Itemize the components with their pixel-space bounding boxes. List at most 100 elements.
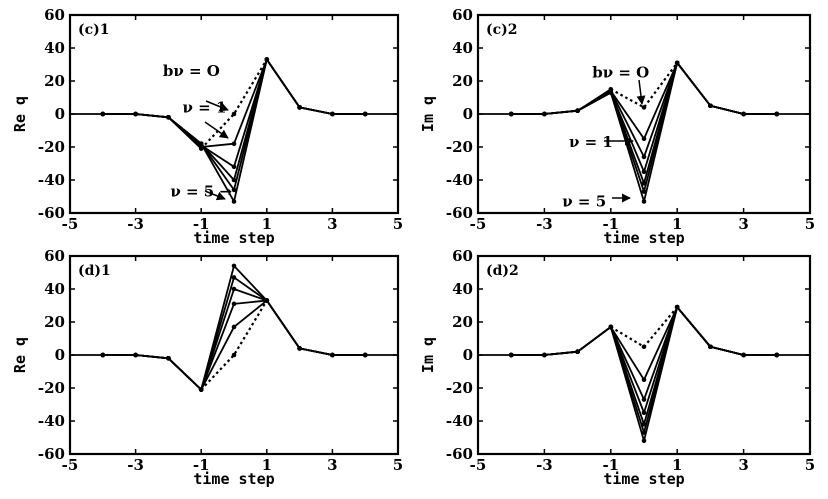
x-tick-label: 5 xyxy=(805,456,815,474)
y-tick-label: 0 xyxy=(463,346,473,364)
series-line xyxy=(102,299,366,391)
panel-title: (c)1 xyxy=(78,22,110,38)
annotation: bν = O xyxy=(163,62,220,80)
y-tick-label: 20 xyxy=(44,72,65,90)
annotation-arrow xyxy=(205,100,229,112)
y-tick-label: -20 xyxy=(38,379,65,397)
x-axis-label: time step xyxy=(193,470,274,488)
y-tick-label: 60 xyxy=(452,6,473,24)
annotation-arrow xyxy=(636,79,646,105)
series-line xyxy=(266,59,366,115)
data-point xyxy=(608,324,614,330)
x-tick-label: -3 xyxy=(536,456,553,474)
y-tick-label: 0 xyxy=(55,105,65,123)
x-tick-label: 5 xyxy=(393,456,403,474)
series-line-dotted xyxy=(200,299,268,391)
data-point xyxy=(231,199,237,204)
series-line-dotted xyxy=(610,62,679,109)
x-tick-label: -5 xyxy=(470,456,487,474)
x-tick-label: -5 xyxy=(62,456,79,474)
x-tick-label: -5 xyxy=(62,215,79,233)
panel-2: -5 -3 -1 1 3 5 -60 -40 -20 0 20 40 60 time step Im q (c… xyxy=(419,6,815,247)
y-tick-label: 40 xyxy=(44,280,65,298)
y-tick-label: -40 xyxy=(446,171,473,189)
data-point xyxy=(641,105,647,110)
data-point xyxy=(741,111,746,117)
data-point xyxy=(231,263,237,269)
y-axis-label: Re q xyxy=(11,96,29,132)
y-tick-label: 40 xyxy=(452,39,473,57)
x-axis-label: time step xyxy=(193,229,274,247)
x-tick-label: 1 xyxy=(672,456,682,474)
panel-1: -5 -3 -1 1 3 5 -60 -40 -20 0 20 40 60 time step Re q (c… xyxy=(11,6,403,247)
data-point xyxy=(133,352,138,358)
y-tick-label: 60 xyxy=(44,6,65,24)
data-point xyxy=(575,349,580,355)
data-point xyxy=(231,141,237,146)
series-5 xyxy=(100,57,368,193)
data-point xyxy=(641,344,647,350)
series-2 xyxy=(100,57,368,150)
x-tick-label: 1 xyxy=(672,215,682,233)
data-point xyxy=(231,275,237,280)
data-point xyxy=(231,301,237,307)
x-tick-label: 1 xyxy=(262,215,272,233)
x-tick-label: -3 xyxy=(127,456,144,474)
series-4 xyxy=(100,57,368,183)
y-tick-label: 20 xyxy=(452,72,473,90)
series-5 xyxy=(100,275,368,392)
y-axis-label: Im q xyxy=(419,337,437,373)
y-tick-label: 60 xyxy=(44,247,65,265)
y-tick-label: -60 xyxy=(38,204,65,222)
y-tick-label: -20 xyxy=(446,138,473,156)
y-tick-label: 40 xyxy=(44,39,65,57)
x-tick-label: 3 xyxy=(327,215,337,233)
y-tick-label: 20 xyxy=(44,313,65,331)
data-point xyxy=(542,111,547,117)
series-line xyxy=(511,306,777,426)
data-point xyxy=(674,304,680,310)
x-tick-label: -5 xyxy=(470,215,487,233)
data-point xyxy=(641,136,647,142)
data-point xyxy=(133,111,138,117)
data-point xyxy=(198,387,204,392)
series-line-dotted xyxy=(200,58,268,150)
data-point xyxy=(641,189,647,194)
x-tick-label: 1 xyxy=(262,456,272,474)
panel-4: -5 -3 -1 1 3 5 -60 -40 -20 0 20 40 60 time step Im q (d… xyxy=(419,247,815,488)
data-point xyxy=(231,164,237,170)
y-axis-label: Im q xyxy=(419,96,437,132)
series-line xyxy=(102,58,366,181)
x-tick-label: 3 xyxy=(327,456,337,474)
series-line xyxy=(102,58,366,191)
data-point xyxy=(641,397,647,402)
series-7 xyxy=(508,60,780,204)
annotation-arrow xyxy=(204,121,229,139)
series-line xyxy=(676,62,777,115)
data-point xyxy=(708,344,713,350)
y-tick-label: -40 xyxy=(38,412,65,430)
y-tick-label: 0 xyxy=(55,346,65,364)
data-point xyxy=(231,187,237,193)
annotation: ν = 5 xyxy=(562,192,606,210)
series-5 xyxy=(508,304,780,427)
data-point xyxy=(330,111,335,117)
series-line xyxy=(511,326,612,356)
series-2 xyxy=(508,304,780,383)
x-tick-label: -1 xyxy=(193,456,210,474)
data-point xyxy=(297,105,302,110)
x-tick-label: 5 xyxy=(805,215,815,233)
series-3 xyxy=(100,298,368,392)
series-line xyxy=(102,276,366,391)
panel-3: -5 -3 -1 1 3 5 -60 -40 -20 0 20 40 60 time step Re q (d… xyxy=(11,247,403,488)
data-point xyxy=(708,103,713,109)
data-point xyxy=(264,57,270,62)
series-1 xyxy=(100,57,368,151)
data-point xyxy=(641,169,647,175)
series-line xyxy=(511,306,777,442)
y-tick-label: -20 xyxy=(446,379,473,397)
x-axis-label: time step xyxy=(603,229,684,247)
y-tick-label: 0 xyxy=(463,105,473,123)
data-point xyxy=(542,352,547,358)
